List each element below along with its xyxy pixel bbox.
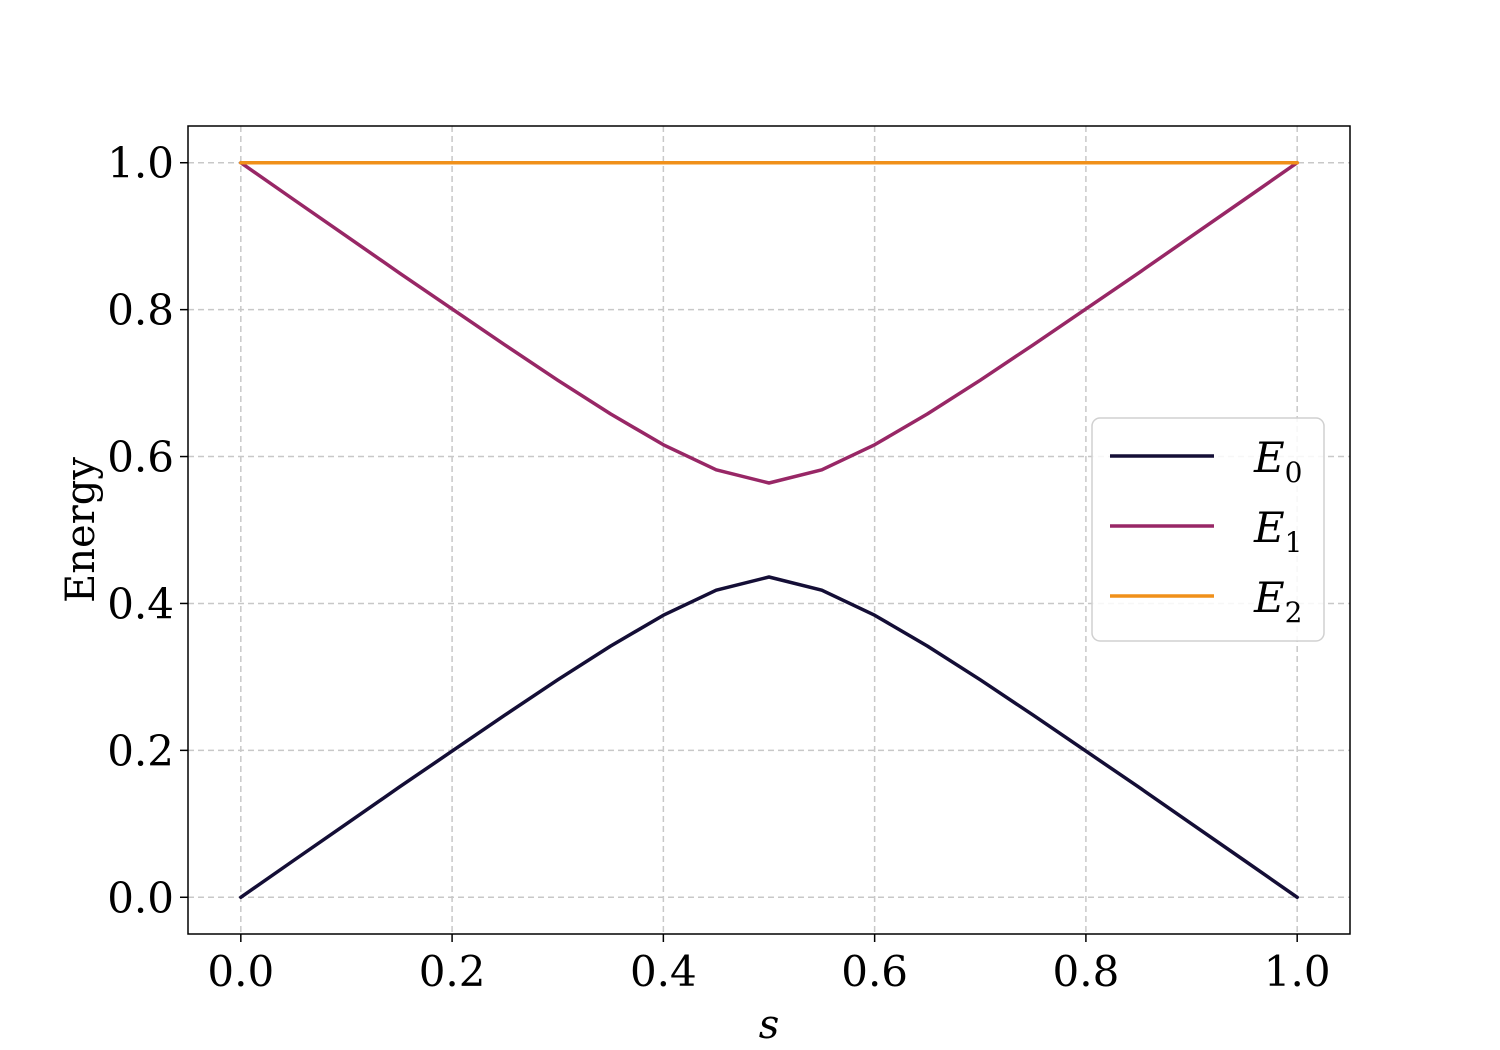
- legend-label-main: E: [1253, 433, 1285, 482]
- y-axis: 0.0 0.2 0.4 0.6 0.8 1.0: [107, 139, 188, 922]
- y-tick-label: 0.0: [107, 873, 174, 922]
- y-tick-label: 0.6: [107, 433, 174, 482]
- series-line-e1: [239, 160, 1299, 485]
- y-axis-label: Energy: [58, 457, 104, 603]
- legend-label: E1: [1253, 503, 1303, 559]
- y-tick-label: 0.2: [107, 726, 174, 775]
- x-tick-label: 0.6: [841, 947, 908, 996]
- legend-label-subscript: 1: [1285, 526, 1303, 559]
- y-tick-label: 1.0: [107, 139, 174, 188]
- legend-label-main: E: [1253, 503, 1285, 552]
- series-layer: [239, 160, 1299, 900]
- x-tick-label: 0.8: [1053, 947, 1120, 996]
- legend-label: E0: [1253, 433, 1303, 489]
- x-tick-label: 0.2: [419, 947, 486, 996]
- x-axis-label: s: [759, 1002, 780, 1048]
- plot-frame: [187, 125, 1351, 935]
- legend-box: [1091, 417, 1325, 642]
- x-tick-label: 1.0: [1264, 947, 1331, 996]
- x-tick-label: 0.0: [207, 947, 274, 996]
- x-tick-label: 0.4: [630, 947, 697, 996]
- y-tick-label: 0.8: [107, 286, 174, 335]
- legend-label-subscript: 2: [1285, 596, 1303, 629]
- legend-label: E2: [1253, 573, 1303, 629]
- series-line-e0: [239, 575, 1299, 900]
- legend-label-subscript: 0: [1285, 456, 1303, 489]
- x-axis: 0.0 0.2 0.4 0.6 0.8 1.0: [207, 934, 1331, 996]
- y-tick-label: 0.4: [107, 579, 174, 628]
- legend-label-main: E: [1253, 573, 1285, 622]
